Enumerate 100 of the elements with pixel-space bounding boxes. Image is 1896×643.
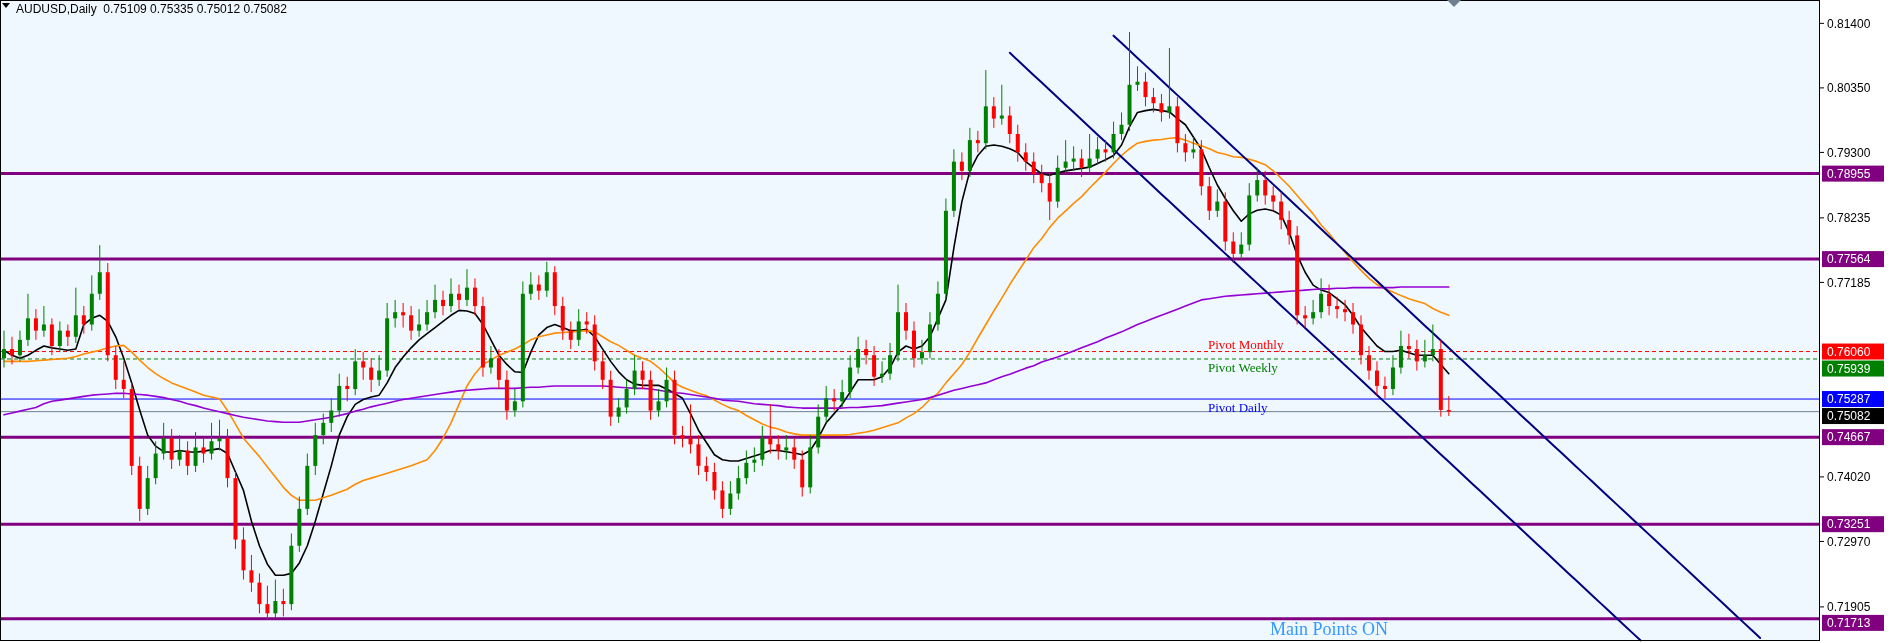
candlestick — [656, 388, 661, 418]
candlestick — [1103, 139, 1108, 163]
candlestick — [201, 437, 206, 464]
text: 0.78955 — [1827, 166, 1871, 181]
candlestick — [696, 434, 701, 476]
candlestick — [1167, 47, 1172, 120]
candlestick — [1183, 133, 1188, 163]
candlestick — [273, 579, 278, 619]
candlestick — [536, 274, 541, 301]
candlestick — [544, 261, 549, 298]
candlestick — [73, 287, 78, 344]
candlestick — [177, 434, 182, 467]
y-tick-label: 0.74020 — [1827, 470, 1871, 485]
candlestick — [257, 572, 262, 614]
candlestick — [393, 299, 398, 329]
candlestick — [1319, 277, 1324, 319]
candlestick — [97, 244, 102, 301]
text: 0.71713 — [1827, 616, 1871, 631]
candlestick — [265, 585, 270, 620]
candlestick — [1382, 376, 1387, 399]
candlestick — [1151, 87, 1156, 113]
candlestick — [776, 434, 781, 461]
candlestick — [1159, 93, 1164, 123]
candlestick — [704, 456, 709, 482]
candlestick — [832, 388, 837, 412]
ref-line-label: Pivot Monthly — [1208, 336, 1284, 352]
candlestick — [1327, 284, 1332, 316]
candlestick — [1239, 231, 1244, 261]
candlestick — [760, 425, 765, 467]
text: 0.75287 — [1827, 392, 1871, 407]
candlestick — [409, 305, 414, 341]
candlestick — [1087, 133, 1092, 175]
candlestick — [975, 130, 980, 153]
candlestick — [1023, 142, 1028, 172]
candlestick — [784, 434, 789, 461]
candlestick — [1263, 170, 1268, 206]
candlestick — [1031, 151, 1036, 184]
candlestick — [345, 376, 350, 402]
candlestick — [185, 440, 190, 476]
y-tick-label: 0.79300 — [1827, 145, 1871, 160]
candlestick — [1446, 395, 1451, 417]
candlestick — [1015, 124, 1020, 163]
candlestick — [209, 422, 214, 461]
candlestick — [1071, 145, 1076, 172]
line-series — [3, 136, 1450, 502]
candlestick — [744, 449, 749, 485]
candlestick — [768, 403, 773, 455]
candlestick — [959, 151, 964, 181]
candlestick — [1191, 136, 1196, 160]
candlestick — [1007, 105, 1012, 144]
text: 0.77564 — [1827, 252, 1871, 267]
candlestick — [512, 388, 517, 418]
annotation: Main Points ON — [1270, 619, 1389, 639]
candlestick — [680, 425, 685, 448]
candlestick — [991, 96, 996, 129]
candlestick — [616, 397, 621, 424]
candlestick — [528, 271, 533, 301]
text: 0.76060 — [1827, 344, 1871, 359]
ref-line-label: Pivot Daily — [1208, 400, 1269, 416]
candlestick — [576, 308, 581, 347]
candlestick — [217, 419, 222, 451]
candlestick — [1143, 72, 1148, 107]
candlestick — [1095, 136, 1100, 166]
candlestick — [1279, 191, 1284, 230]
candlestick — [25, 293, 30, 347]
candlestick — [568, 320, 573, 350]
candlestick — [1119, 111, 1124, 141]
candlestick — [640, 360, 645, 390]
candlestick — [1311, 299, 1316, 325]
candlestick — [57, 320, 62, 353]
candlestick — [81, 305, 86, 335]
candlestick — [161, 422, 166, 461]
candlestick — [1135, 65, 1140, 92]
candlestick — [361, 351, 366, 381]
candlestick — [999, 84, 1004, 126]
y-tick-label: 0.78235 — [1827, 211, 1871, 226]
candlestick — [41, 305, 46, 338]
candlestick — [433, 284, 438, 319]
candlestick — [1271, 185, 1276, 212]
candlestick — [1287, 210, 1292, 246]
candlestick — [121, 360, 126, 399]
y-tick-label: 0.77185 — [1827, 275, 1871, 290]
candlestick — [584, 311, 589, 335]
candlestick — [736, 465, 741, 501]
y-tick-label: 0.81400 — [1827, 16, 1871, 31]
candlestick — [752, 446, 757, 473]
candlestick — [664, 367, 669, 408]
candlestick — [824, 385, 829, 424]
candlestick — [1343, 299, 1348, 322]
candlestick — [281, 588, 286, 617]
text: 0.73251 — [1827, 517, 1871, 532]
candlestick — [1215, 188, 1220, 218]
candlestick — [1335, 296, 1340, 319]
candlestick — [712, 462, 717, 501]
candlestick — [425, 299, 430, 332]
y-tick-label: 0.71905 — [1827, 600, 1871, 615]
candlestick — [688, 403, 693, 455]
candlestick — [449, 277, 454, 313]
y-tick-label: 0.72970 — [1827, 534, 1871, 549]
candlestick — [1063, 139, 1068, 175]
